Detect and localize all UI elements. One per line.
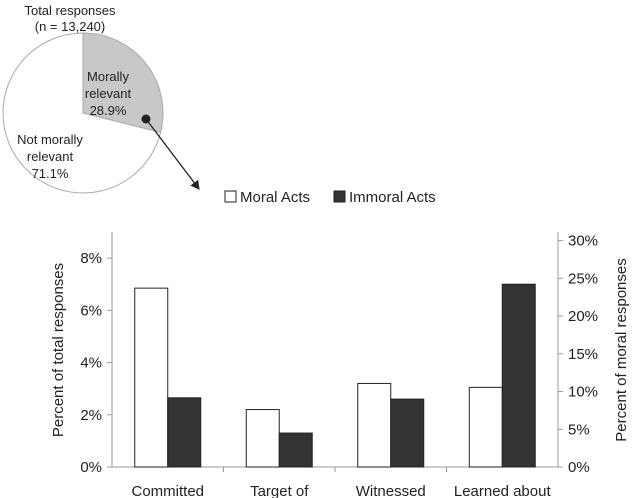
x-tick-labels: Committed Target of Witnessed Learned about xyxy=(131,467,551,498)
bar-immoral-2 xyxy=(390,398,425,468)
y-tick-label-right: 20% xyxy=(568,308,598,325)
y-ticks-right: 0% 5% 10% 15% 20% 25% 30% xyxy=(558,233,598,476)
y-axis-title-left: Percent of total responses xyxy=(50,263,67,437)
bar-moral-2 xyxy=(357,382,392,468)
pie-label-not-morally: Not morally xyxy=(17,132,83,147)
y-tick-label-right: 5% xyxy=(568,421,590,438)
y-ticks-left: 0% 2% 4% 6% 8% xyxy=(80,250,112,476)
y-tick-label-left: 0% xyxy=(80,459,102,476)
pie-label-morally: Morally xyxy=(87,69,129,84)
bar-immoral-0 xyxy=(167,397,202,468)
bar-moral-3 xyxy=(468,386,503,468)
y-tick-label-right: 10% xyxy=(568,384,598,401)
connector-arrow xyxy=(145,118,200,190)
x-tick-label: Committed xyxy=(131,483,204,498)
x-tick-label: Learned about xyxy=(454,483,552,498)
pie-label-relevant: relevant xyxy=(85,86,132,101)
y-tick-label-right: 15% xyxy=(568,346,598,363)
legend-label-immoral: Immoral Acts xyxy=(349,189,436,206)
x-tick-label: Target of xyxy=(250,483,309,498)
y-tick-label-left: 6% xyxy=(80,302,102,319)
legend-swatch-moral xyxy=(224,190,237,203)
y-axis-title-right: Percent of moral responses xyxy=(613,258,630,441)
y-tick-label-left: 8% xyxy=(80,250,102,267)
pie-title-line2: (n = 13,240) xyxy=(35,19,105,34)
pie-slice-morally-relevant xyxy=(82,32,164,134)
legend-swatch-immoral xyxy=(333,190,346,203)
bars xyxy=(134,283,536,468)
pie-label-not-relevant: relevant xyxy=(27,149,74,164)
y-tick-label-left: 2% xyxy=(80,407,102,424)
pie-slice-not-morally-relevant xyxy=(2,32,162,194)
bar-moral-0 xyxy=(134,287,169,468)
pie-value-morally-relevant: 28.9% xyxy=(90,103,127,118)
bar-moral-1 xyxy=(245,409,280,468)
bar-immoral-3 xyxy=(501,283,536,468)
pie-value-not-morally-relevant: 71.1% xyxy=(32,166,69,181)
y-tick-label-right: 0% xyxy=(568,459,590,476)
bar-immoral-1 xyxy=(278,432,313,468)
y-tick-label-left: 4% xyxy=(80,355,102,372)
y-tick-label-right: 25% xyxy=(568,270,598,287)
x-tick-label: Witnessed xyxy=(356,483,426,498)
legend-label-moral: Moral Acts xyxy=(240,189,310,206)
pie-title-line1: Total responses xyxy=(24,3,116,18)
y-tick-label-right: 30% xyxy=(568,233,598,250)
